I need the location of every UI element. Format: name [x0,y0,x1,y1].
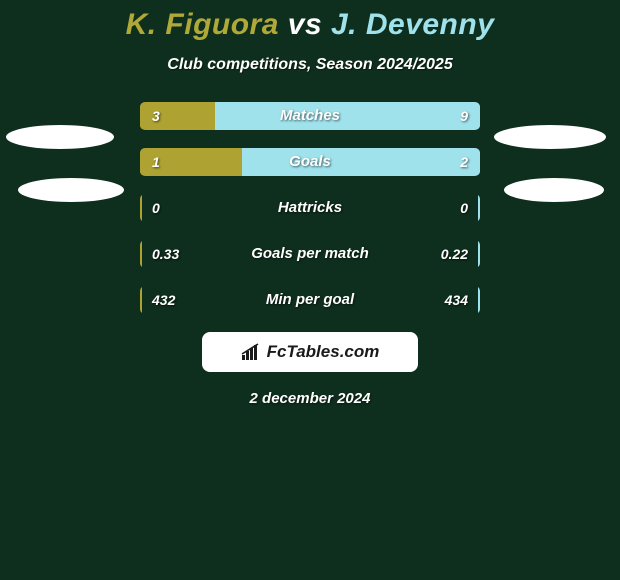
stat-row: Goals per match0.33 0.22 [140,240,480,268]
stat-row: Matches3 9 [140,102,480,130]
title-left: K. Figuora [126,8,279,41]
title: K. Figuora vs J. Devenny [0,0,620,42]
bars-icon [241,343,263,361]
stat-row: Min per goal432 434 [140,286,480,314]
row-label: Goals [140,148,480,176]
value-right: 2 [460,148,468,176]
subtitle: Club competitions, Season 2024/2025 [0,56,620,74]
decorative-ellipse [504,178,604,202]
stat-row: Hattricks0 0 [140,194,480,222]
value-left: 0 [152,194,160,222]
stat-row: Goals1 2 [140,148,480,176]
value-left: 0.33 [152,240,179,268]
value-left: 432 [152,286,175,314]
decorative-ellipse [6,125,114,149]
value-left: 3 [152,102,160,130]
brand-box: FcTables.com [202,332,418,372]
decorative-ellipse [18,178,124,202]
title-vs: vs [288,8,331,41]
row-label: Goals per match [140,240,480,268]
date: 2 december 2024 [0,390,620,407]
brand-text: FcTables.com [267,342,380,362]
decorative-ellipse [494,125,606,149]
row-label: Hattricks [140,194,480,222]
row-label: Matches [140,102,480,130]
comparison-card: K. Figuora vs J. Devenny Club competitio… [0,0,620,580]
value-right: 434 [445,286,468,314]
row-label: Min per goal [140,286,480,314]
value-right: 0.22 [441,240,468,268]
stat-rows: Matches3 9 Goals1 2 Hattricks0 0 Goals per mat… [140,102,480,314]
value-left: 1 [152,148,160,176]
value-right: 9 [460,102,468,130]
value-right: 0 [460,194,468,222]
title-right: J. Devenny [331,8,494,41]
